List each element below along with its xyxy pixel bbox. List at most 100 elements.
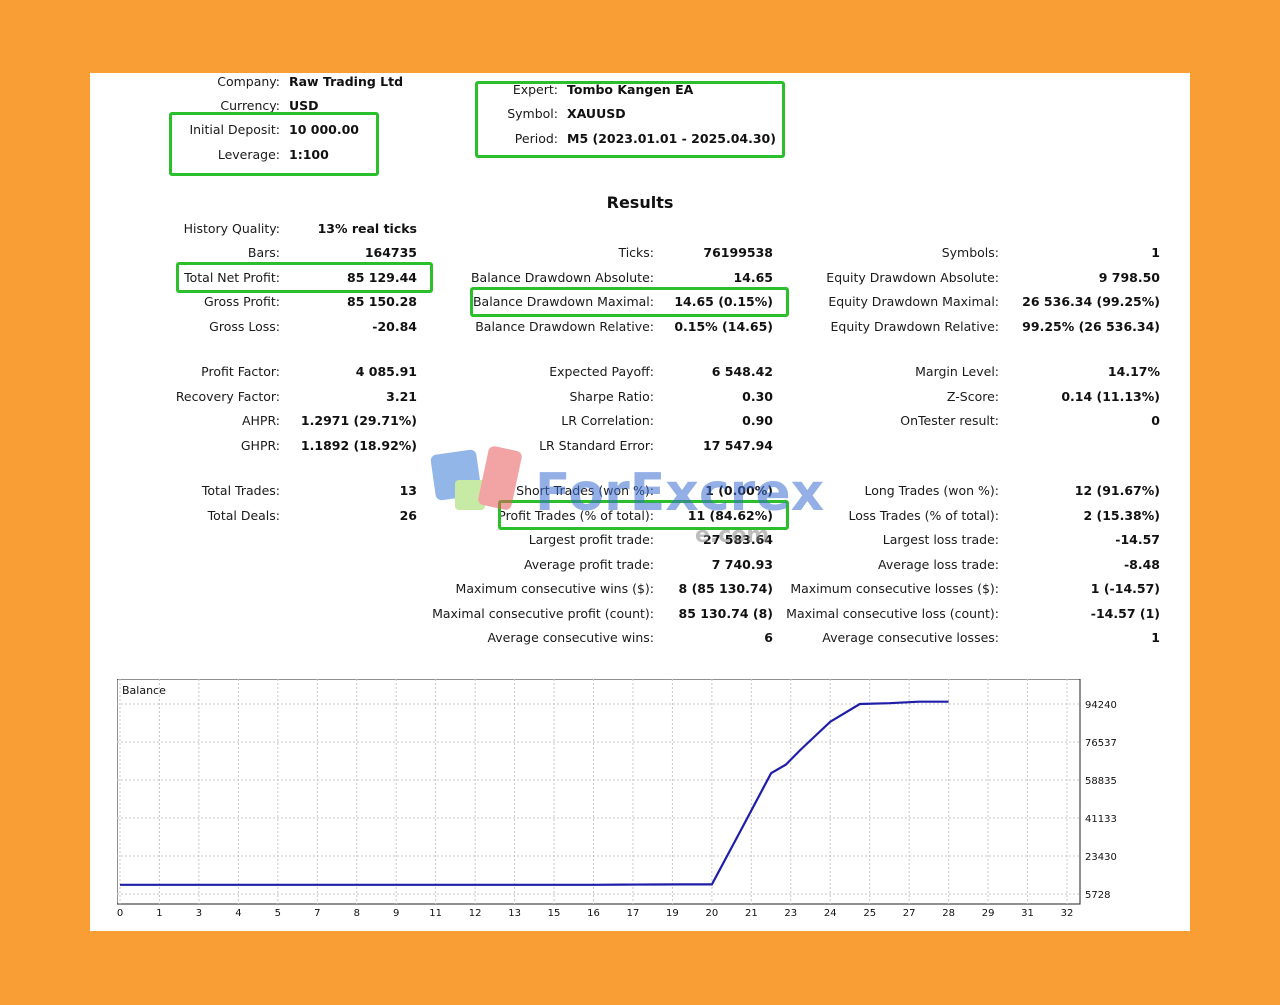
- chart-x-tick-label: 19: [666, 908, 679, 919]
- chart-x-ticks: 0 1 3 4 5 7 8 9 11 12 13 15 16 17 19 20 21 23 24 25 27 28 29 31…: [117, 908, 1073, 919]
- chart-x-tick-label: 13: [508, 908, 521, 919]
- chart-x-tick-label: 11: [429, 908, 442, 919]
- equity-dd-abs-label: Equity Drawdown Absolute:: [826, 270, 999, 285]
- total-trades-value: 13: [399, 483, 417, 498]
- maximal-consec-loss-label: Maximal consecutive loss (count):: [786, 606, 999, 621]
- highlight-expert-block: [475, 81, 785, 158]
- long-trades-value: 12 (91.67%): [1074, 483, 1160, 498]
- results-title: Results: [606, 193, 674, 212]
- chart-x-tick-label: 24: [824, 908, 837, 919]
- equity-dd-max-label: Equity Drawdown Maximal:: [828, 294, 999, 309]
- gross-loss-label: Gross Loss:: [209, 319, 280, 334]
- loss-trades-value: 2 (15.38%): [1083, 508, 1160, 523]
- highlight-balance-dd-max: [470, 287, 789, 317]
- initial-deposit-label: Initial Deposit:: [189, 122, 280, 137]
- currency-value: USD: [289, 98, 319, 113]
- bars-label: Bars:: [247, 245, 280, 260]
- chart-x-tick-label: 25: [863, 908, 876, 919]
- chart-y-tick-label: 58835: [1085, 776, 1117, 787]
- balance-dd-max-label: Balance Drawdown Maximal:: [472, 294, 654, 309]
- chart-y-tick-label: 76537: [1085, 738, 1117, 749]
- profit-trades-value: 11 (84.62%): [687, 508, 773, 523]
- chart-x-tick-label: 8: [354, 908, 360, 919]
- chart-title: Balance: [122, 684, 166, 697]
- chart-x-tick-label: 4: [235, 908, 241, 919]
- margin-level-value: 14.17%: [1107, 364, 1160, 379]
- total-deals-label: Total Deals:: [207, 508, 280, 523]
- balance-dd-rel-label: Balance Drawdown Relative:: [475, 319, 654, 334]
- avg-consec-losses-value: 1: [1151, 630, 1160, 645]
- avg-consec-losses-label: Average consecutive losses:: [822, 630, 999, 645]
- bars-value: 164735: [364, 245, 417, 260]
- highlight-deposit-leverage: [169, 112, 379, 176]
- chart-x-tick-label: 20: [706, 908, 719, 919]
- maximal-consec-profit-value: 85 130.74 (8): [678, 606, 773, 621]
- lr-correlation-label: LR Correlation:: [561, 413, 654, 428]
- chart-x-tick-label: 31: [1021, 908, 1034, 919]
- largest-loss-label: Largest loss trade:: [882, 532, 999, 547]
- ontester-label: OnTester result:: [900, 413, 999, 428]
- lr-std-error-value: 17 547.94: [703, 438, 773, 453]
- history-quality-value: 13% real ticks: [317, 221, 417, 236]
- chart-x-tick-label: 21: [745, 908, 758, 919]
- ticks-label: Ticks:: [618, 245, 654, 260]
- chart-grid: [117, 679, 1080, 904]
- symbol-label: Symbol:: [507, 106, 558, 121]
- chart-x-tick-label: 0: [117, 908, 123, 919]
- avg-consec-wins-label: Average consecutive wins:: [487, 630, 654, 645]
- loss-trades-label: Loss Trades (% of total):: [848, 508, 999, 523]
- chart-y-tick-label: 94240: [1085, 700, 1117, 711]
- expert-label: Expert:: [512, 82, 558, 97]
- ontester-value: 0: [1151, 413, 1160, 428]
- max-consec-wins-label: Maximum consecutive wins ($):: [455, 581, 654, 596]
- sharpe-ratio-label: Sharpe Ratio:: [569, 389, 654, 404]
- lr-std-error-label: LR Standard Error:: [539, 438, 654, 453]
- chart-x-tick-label: 9: [393, 908, 399, 919]
- chart-y-tick-label: 23430: [1085, 852, 1117, 863]
- balance-dd-max-value: 14.65 (0.15%): [674, 294, 773, 309]
- margin-level-label: Margin Level:: [915, 364, 999, 379]
- chart-x-tick-label: 27: [903, 908, 916, 919]
- ahpr-value: 1.2971 (29.71%): [300, 413, 417, 428]
- avg-consec-wins-value: 6: [764, 630, 773, 645]
- highlight-profit-trades: [498, 500, 789, 530]
- chart-x-tick-label: 1: [156, 908, 162, 919]
- largest-profit-label: Largest profit trade:: [528, 532, 654, 547]
- chart-y-ticks: 94240 76537 58835 41133 23430 5728: [1085, 700, 1117, 901]
- highlight-total-net-profit: [176, 262, 433, 293]
- chart-x-tick-label: 23: [784, 908, 797, 919]
- average-loss-value: -8.48: [1123, 557, 1160, 572]
- short-trades-label: Short Trades (won %):: [516, 483, 654, 498]
- max-consec-losses-value: 1 (-14.57): [1090, 581, 1160, 596]
- gross-profit-label: Gross Profit:: [203, 294, 280, 309]
- average-profit-value: 7 740.93: [711, 557, 773, 572]
- balance-chart: Balance 0 1 3 4 5 7 8 9 11 12 13 15 16 17 19 20 21 23 24 25…: [117, 679, 1117, 919]
- expert-value: Tombo Kangen EA: [567, 82, 694, 97]
- expected-payoff-label: Expected Payoff:: [549, 364, 654, 379]
- equity-dd-abs-value: 9 798.50: [1098, 270, 1160, 285]
- max-consec-wins-value: 8 (85 130.74): [678, 581, 773, 596]
- largest-profit-value: 27 583.64: [703, 532, 773, 547]
- total-net-profit-value: 85 129.44: [347, 270, 417, 285]
- period-label: Period:: [514, 131, 558, 146]
- chart-x-tick-label: 29: [982, 908, 995, 919]
- total-trades-label: Total Trades:: [201, 483, 280, 498]
- chart-x-tick-label: 28: [942, 908, 955, 919]
- symbols-value: 1: [1151, 245, 1160, 260]
- chart-x-tick-label: 5: [275, 908, 281, 919]
- chart-x-tick-label: 16: [587, 908, 600, 919]
- expected-payoff-value: 6 548.42: [711, 364, 773, 379]
- leverage-value: 1:100: [289, 147, 329, 162]
- ghpr-label: GHPR:: [240, 438, 280, 453]
- ahpr-label: AHPR:: [241, 413, 280, 428]
- chart-x-tick-label: 17: [627, 908, 640, 919]
- balance-line: [120, 700, 949, 886]
- recovery-factor-label: Recovery Factor:: [175, 389, 280, 404]
- long-trades-label: Long Trades (won %):: [864, 483, 999, 498]
- period-value: M5 (2023.01.01 - 2025.04.30): [567, 131, 776, 146]
- gross-profit-value: 85 150.28: [347, 294, 417, 309]
- history-quality-label: History Quality:: [183, 221, 280, 236]
- profit-factor-value: 4 085.91: [355, 364, 417, 379]
- z-score-value: 0.14 (11.13%): [1061, 389, 1160, 404]
- profit-trades-label: Profit Trades (% of total):: [498, 508, 654, 523]
